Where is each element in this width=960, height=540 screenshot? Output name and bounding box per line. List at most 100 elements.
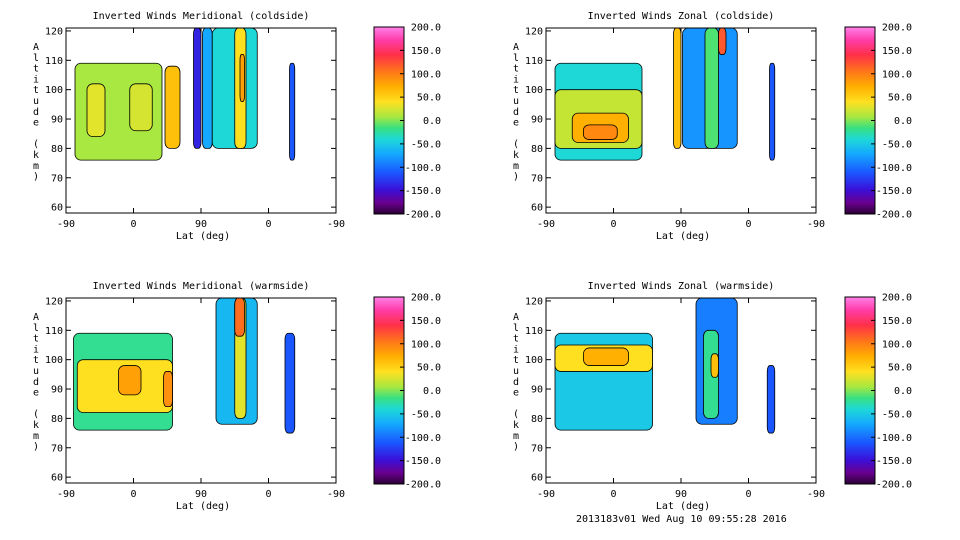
colorbar-tick-label: -150.0 — [876, 456, 912, 467]
footer-stamp: 2013183v01 Wed Aug 10 09:55:28 2016 — [576, 514, 787, 525]
x-tick-label: 0 — [130, 489, 136, 500]
y-tick-label: 60 — [51, 473, 63, 484]
colorbar-tick-label: -200.0 — [405, 210, 441, 221]
y-tick-label: 110 — [525, 56, 543, 67]
colorbar-tick-label: 100.0 — [882, 339, 912, 350]
contour-region-3 — [583, 347, 629, 366]
colorbar: 200.0 150.0 100.0 50.0 0.0 -50.0 -100.0 -150.0 -… — [844, 23, 912, 221]
contour-region-4 — [583, 124, 618, 140]
colorbar-tick-label: 50.0 — [417, 363, 441, 374]
y-tick-label: 70 — [51, 173, 63, 184]
colorbar-tick-label: 50.0 — [888, 363, 912, 374]
x-axis-label: Lat (deg) — [656, 501, 710, 512]
x-axis-label: Lat (deg) — [656, 231, 710, 242]
contour-region-7 — [766, 365, 776, 434]
y-tick-label: 120 — [525, 296, 543, 307]
y-tick-label: 80 — [51, 414, 63, 425]
colorbar-tick-label: 200.0 — [882, 293, 912, 304]
colorbar-tick-label: -50.0 — [882, 139, 912, 150]
x-tick-label: -90 — [537, 219, 555, 230]
contour-region-6 — [710, 353, 719, 378]
x-tick-label: 0 — [745, 219, 751, 230]
y-tick-label: 110 — [525, 326, 543, 337]
contour-region-9 — [239, 54, 245, 102]
contour-region-8 — [284, 332, 296, 434]
colorbar-tick-label: -200.0 — [876, 480, 912, 491]
x-tick-label: -90 — [807, 489, 825, 500]
y-tick-label: 60 — [531, 203, 543, 214]
colorbar-tick-label: -50.0 — [411, 139, 441, 150]
contour-region-3 — [129, 83, 153, 132]
colorbar-gradient — [844, 26, 876, 215]
x-tick-label: 90 — [195, 489, 207, 500]
colorbar-tick-label: -150.0 — [405, 456, 441, 467]
x-tick-label: 0 — [265, 489, 271, 500]
contour-region-7 — [234, 298, 245, 337]
colorbar-tick-label: -200.0 — [405, 480, 441, 491]
contour-region-10 — [289, 62, 296, 161]
colorbar-tick-label: 200.0 — [411, 23, 441, 34]
contour-region-7 — [704, 28, 719, 149]
y-tick-label: 60 — [51, 203, 63, 214]
colorbar-tick-label: 150.0 — [882, 316, 912, 327]
chart-panel-2: Inverted Winds Zonal (coldside) 60 70 80 90 1… — [513, 11, 912, 242]
x-tick-label: -90 — [57, 489, 75, 500]
colorbar-tick-label: 0.0 — [894, 116, 912, 127]
colorbar: 200.0 150.0 100.0 50.0 0.0 -50.0 -100.0 -150.0 -… — [373, 23, 441, 221]
colorbar-gradient — [373, 296, 405, 485]
y-tick-label: 100 — [45, 85, 63, 96]
colorbar-tick-label: 100.0 — [882, 69, 912, 80]
x-tick-label: 0 — [610, 219, 616, 230]
colorbar-tick-label: 0.0 — [423, 386, 441, 397]
y-tick-label: 120 — [525, 26, 543, 37]
y-tick-label: 90 — [531, 115, 543, 126]
colorbar-tick-label: -50.0 — [411, 409, 441, 420]
x-axis-label: Lat (deg) — [176, 501, 230, 512]
colorbar-gradient — [844, 296, 876, 485]
chart-panel-1: Inverted Winds Meridional (coldside) 60 70… — [33, 11, 441, 242]
x-tick-label: -90 — [537, 489, 555, 500]
y-tick-label: 100 — [525, 355, 543, 366]
colorbar: 200.0 150.0 100.0 50.0 0.0 -50.0 -100.0 -150.0 -… — [844, 293, 912, 491]
chart-title: Inverted Winds Meridional (warmside) — [93, 281, 310, 292]
colorbar-tick-label: -150.0 — [876, 186, 912, 197]
colorbar-tick-label: -100.0 — [876, 433, 912, 444]
x-tick-label: 0 — [610, 489, 616, 500]
x-tick-label: -90 — [57, 219, 75, 230]
contour-region-2 — [86, 83, 106, 138]
colorbar-tick-label: 150.0 — [882, 46, 912, 57]
chart-title: Inverted Winds Zonal (warmside) — [588, 281, 775, 292]
colorbar-tick-label: 150.0 — [411, 316, 441, 327]
contour-region-4 — [164, 65, 181, 149]
y-tick-label: 110 — [45, 56, 63, 67]
y-tick-label: 120 — [45, 296, 63, 307]
x-tick-label: -90 — [327, 219, 345, 230]
colorbar-tick-label: 50.0 — [417, 93, 441, 104]
y-tick-label: 80 — [531, 414, 543, 425]
colorbar-tick-label: -100.0 — [876, 163, 912, 174]
contour-region-5 — [193, 28, 202, 149]
y-tick-label: 60 — [531, 473, 543, 484]
y-tick-label: 100 — [45, 355, 63, 366]
y-tick-label: 70 — [531, 173, 543, 184]
y-tick-label: 100 — [525, 85, 543, 96]
colorbar-tick-label: -100.0 — [405, 163, 441, 174]
colorbar-tick-label: 150.0 — [411, 46, 441, 57]
y-tick-label: 90 — [51, 115, 63, 126]
contour-region-4 — [163, 371, 173, 408]
contour-region-9 — [769, 62, 776, 161]
chart-title: Inverted Winds Meridional (coldside) — [93, 11, 310, 22]
y-tick-label: 90 — [51, 385, 63, 396]
y-tick-label: 80 — [51, 144, 63, 155]
contour-region-5 — [673, 28, 682, 149]
x-tick-label: -90 — [807, 219, 825, 230]
colorbar-tick-label: 0.0 — [894, 386, 912, 397]
chart-panel-3: Inverted Winds Meridional (warmside) 60 70… — [33, 281, 441, 512]
contour-region-8 — [718, 28, 727, 55]
y-tick-label: 120 — [45, 26, 63, 37]
